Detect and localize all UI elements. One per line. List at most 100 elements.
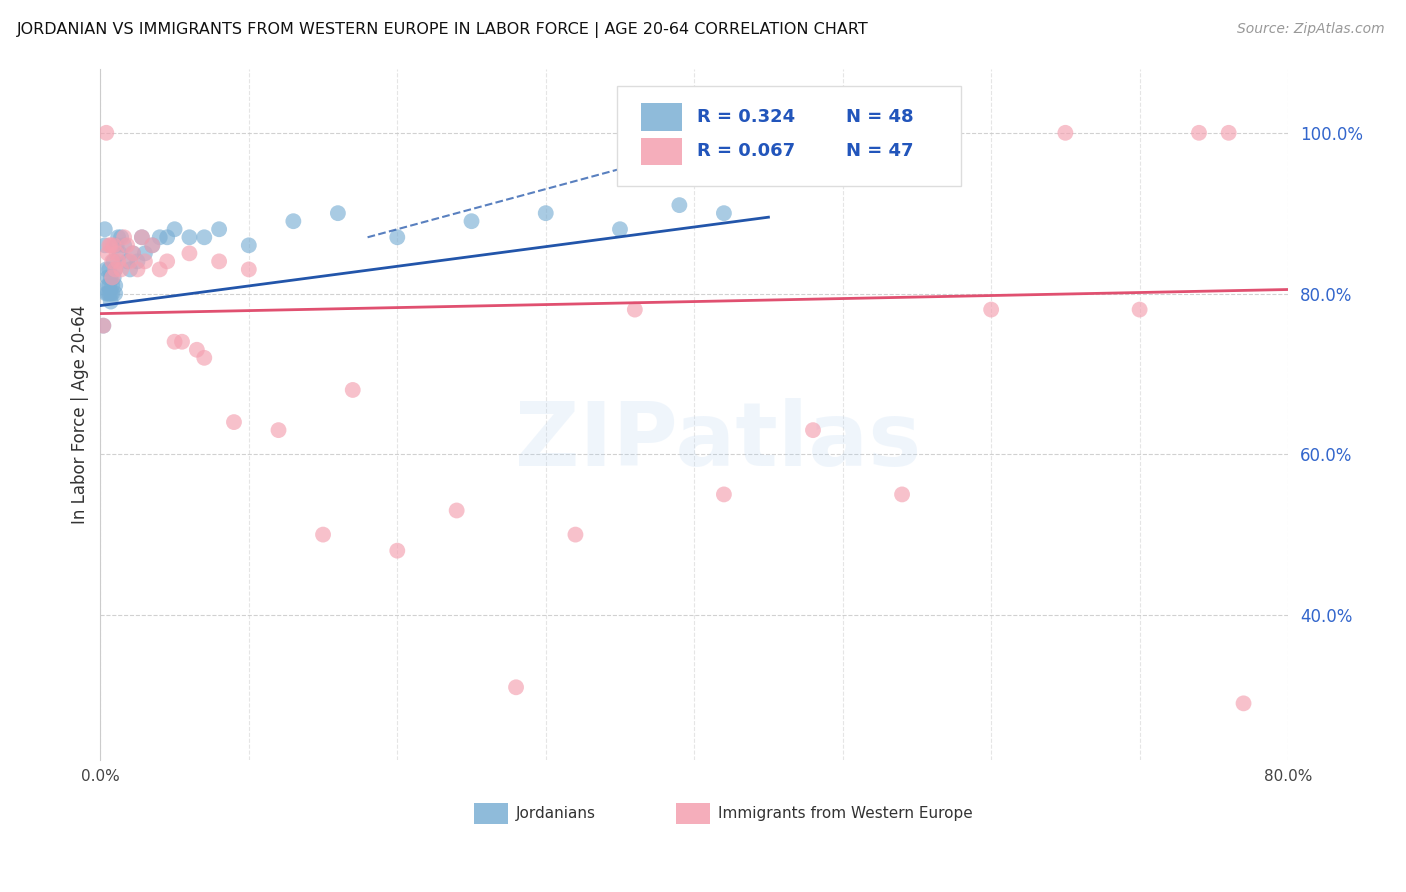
Point: [668, 198, 690, 212]
Point: [96, 286, 118, 301]
Point: [156, 254, 179, 268]
Point: [238, 238, 260, 252]
Point: [96, 126, 118, 140]
Point: [122, 246, 145, 260]
Point: [156, 230, 179, 244]
Text: Jordanians: Jordanians: [516, 806, 596, 821]
Point: [283, 214, 305, 228]
Point: [163, 334, 186, 349]
FancyBboxPatch shape: [474, 803, 508, 824]
Point: [91, 318, 114, 333]
Text: N = 47: N = 47: [846, 143, 914, 161]
Point: [163, 222, 186, 236]
Point: [107, 254, 129, 268]
Point: [94, 238, 117, 252]
Point: [801, 423, 824, 437]
Point: [101, 278, 124, 293]
Point: [105, 238, 128, 252]
Point: [267, 423, 290, 437]
Point: [91, 318, 114, 333]
Point: [1232, 697, 1254, 711]
Point: [115, 238, 138, 252]
Text: ZIPatlas: ZIPatlas: [515, 398, 921, 485]
Point: [127, 254, 149, 268]
Point: [97, 278, 120, 293]
Text: Source: ZipAtlas.com: Source: ZipAtlas.com: [1237, 22, 1385, 37]
Point: [104, 278, 127, 293]
Point: [100, 294, 122, 309]
Point: [97, 246, 120, 260]
Point: [134, 254, 156, 268]
Point: [101, 254, 124, 268]
Point: [387, 230, 409, 244]
Point: [179, 246, 201, 260]
Point: [103, 238, 125, 252]
Point: [104, 286, 127, 301]
Point: [1188, 126, 1211, 140]
Point: [104, 262, 127, 277]
Point: [100, 270, 122, 285]
Point: [103, 254, 125, 268]
Point: [104, 262, 127, 277]
Point: [208, 254, 231, 268]
Point: [446, 503, 468, 517]
Point: [101, 270, 124, 285]
Point: [193, 230, 215, 244]
Text: R = 0.324: R = 0.324: [696, 108, 794, 126]
Point: [94, 222, 117, 236]
Point: [222, 415, 245, 429]
Text: Immigrants from Western Europe: Immigrants from Western Europe: [718, 806, 973, 821]
Point: [118, 262, 141, 277]
Point: [98, 286, 121, 301]
Point: [122, 246, 145, 260]
Point: [238, 262, 260, 277]
Point: [118, 254, 141, 268]
Point: [108, 246, 131, 260]
Point: [105, 246, 128, 260]
Point: [342, 383, 364, 397]
Point: [193, 351, 215, 365]
Point: [387, 543, 409, 558]
Point: [149, 262, 172, 277]
Point: [1129, 302, 1152, 317]
Point: [534, 206, 557, 220]
Point: [713, 487, 735, 501]
Point: [97, 270, 120, 285]
Text: N = 48: N = 48: [846, 108, 914, 126]
Point: [179, 230, 201, 244]
Point: [112, 238, 135, 252]
Point: [980, 302, 1002, 317]
Point: [564, 527, 586, 541]
Point: [149, 230, 172, 244]
Point: [624, 302, 647, 317]
Point: [131, 230, 153, 244]
Text: JORDANIAN VS IMMIGRANTS FROM WESTERN EUROPE IN LABOR FORCE | AGE 20-64 CORRELATI: JORDANIAN VS IMMIGRANTS FROM WESTERN EUR…: [17, 22, 869, 38]
FancyBboxPatch shape: [641, 137, 682, 165]
Point: [460, 214, 482, 228]
Point: [110, 262, 132, 277]
Point: [891, 487, 914, 501]
Point: [141, 238, 163, 252]
Point: [170, 334, 193, 349]
Point: [141, 238, 163, 252]
Point: [110, 230, 132, 244]
Point: [326, 206, 349, 220]
Point: [98, 238, 121, 252]
Point: [97, 286, 120, 301]
FancyBboxPatch shape: [676, 803, 710, 824]
Y-axis label: In Labor Force | Age 20-64: In Labor Force | Age 20-64: [72, 304, 89, 524]
Point: [505, 680, 527, 694]
Point: [115, 254, 138, 268]
Point: [101, 286, 124, 301]
Point: [98, 262, 121, 277]
Point: [713, 206, 735, 220]
Point: [96, 262, 118, 277]
Text: R = 0.067: R = 0.067: [696, 143, 794, 161]
Point: [112, 230, 135, 244]
Point: [134, 246, 156, 260]
Point: [312, 527, 335, 541]
Point: [208, 222, 231, 236]
Point: [609, 222, 631, 236]
Point: [100, 286, 122, 301]
Point: [107, 230, 129, 244]
